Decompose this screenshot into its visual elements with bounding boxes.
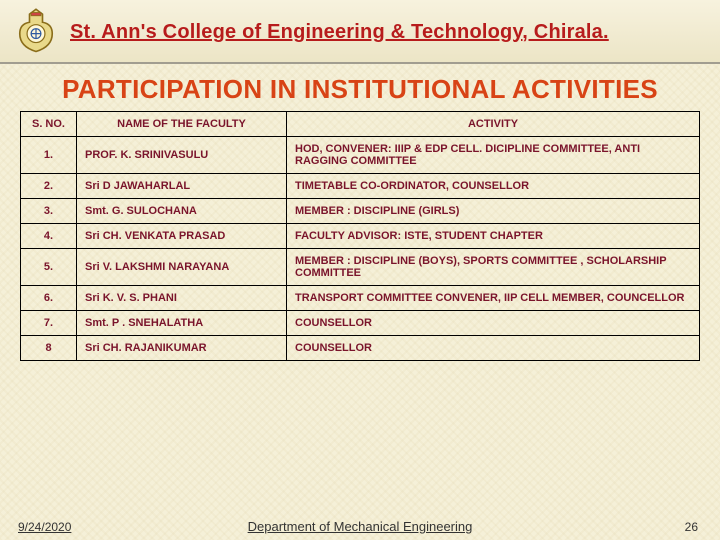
table-row: 3. Smt. G. SULOCHANA MEMBER : DISCIPLINE… (21, 199, 700, 224)
table-row: 5. Sri V. LAKSHMI NARAYANA MEMBER : DISC… (21, 249, 700, 286)
cell-activity: COUNSELLOR (287, 336, 700, 361)
college-logo-icon (10, 6, 62, 58)
cell-activity: COUNSELLOR (287, 311, 700, 336)
table-row: 6. Sri K. V. S. PHANI TRANSPORT COMMITTE… (21, 286, 700, 311)
table-row: 4. Sri CH. VENKATA PRASAD FACULTY ADVISO… (21, 224, 700, 249)
cell-name: Smt. P . SNEHALATHA (77, 311, 287, 336)
cell-activity: FACULTY ADVISOR: ISTE, STUDENT CHAPTER (287, 224, 700, 249)
cell-name: Sri CH. RAJANIKUMAR (77, 336, 287, 361)
cell-sno: 7. (21, 311, 77, 336)
footer-date: 9/24/2020 (18, 520, 71, 534)
table-row: 2. Sri D JAWAHARLAL TIMETABLE CO-ORDINAT… (21, 174, 700, 199)
table-row: 8 Sri CH. RAJANIKUMAR COUNSELLOR (21, 336, 700, 361)
col-name: NAME OF THE FACULTY (77, 112, 287, 137)
col-sno: S. NO. (21, 112, 77, 137)
cell-sno: 2. (21, 174, 77, 199)
cell-activity: MEMBER : DISCIPLINE (BOYS), SPORTS COMMI… (287, 249, 700, 286)
cell-sno: 6. (21, 286, 77, 311)
slide-header: St. Ann's College of Engineering & Techn… (0, 0, 720, 64)
cell-name: Sri CH. VENKATA PRASAD (77, 224, 287, 249)
cell-name: Smt. G. SULOCHANA (77, 199, 287, 224)
cell-activity: MEMBER : DISCIPLINE (GIRLS) (287, 199, 700, 224)
cell-activity: TIMETABLE CO-ORDINATOR, COUNSELLOR (287, 174, 700, 199)
cell-name: Sri V. LAKSHMI NARAYANA (77, 249, 287, 286)
cell-activity: TRANSPORT COMMITTEE CONVENER, IIP CELL M… (287, 286, 700, 311)
college-name: St. Ann's College of Engineering & Techn… (70, 21, 609, 44)
table-container: S. NO. NAME OF THE FACULTY ACTIVITY 1. P… (0, 111, 720, 361)
cell-name: PROF. K. SRINIVASULU (77, 137, 287, 174)
cell-sno: 5. (21, 249, 77, 286)
section-title: PARTICIPATION IN INSTITUTIONAL ACTIVITIE… (8, 74, 712, 105)
cell-sno: 8 (21, 336, 77, 361)
cell-sno: 1. (21, 137, 77, 174)
table-header-row: S. NO. NAME OF THE FACULTY ACTIVITY (21, 112, 700, 137)
cell-sno: 3. (21, 199, 77, 224)
footer-department: Department of Mechanical Engineering (18, 519, 702, 534)
footer-page-number: 26 (685, 520, 698, 534)
cell-activity: HOD, CONVENER: IIIP & EDP CELL. DICIPLIN… (287, 137, 700, 174)
cell-sno: 4. (21, 224, 77, 249)
cell-name: Sri D JAWAHARLAL (77, 174, 287, 199)
col-activity: ACTIVITY (287, 112, 700, 137)
table-row: 7. Smt. P . SNEHALATHA COUNSELLOR (21, 311, 700, 336)
slide-footer: 9/24/2020 Department of Mechanical Engin… (0, 519, 720, 534)
cell-name: Sri K. V. S. PHANI (77, 286, 287, 311)
activities-table: S. NO. NAME OF THE FACULTY ACTIVITY 1. P… (20, 111, 700, 361)
table-row: 1. PROF. K. SRINIVASULU HOD, CONVENER: I… (21, 137, 700, 174)
